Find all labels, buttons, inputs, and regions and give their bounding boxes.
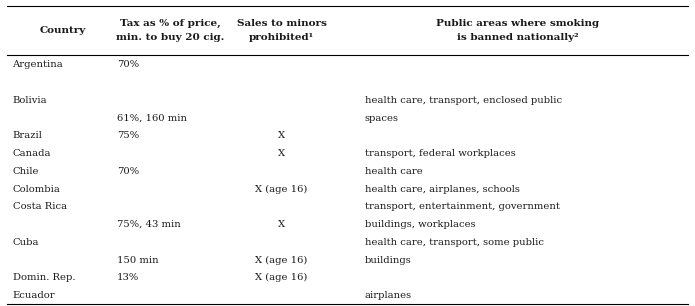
Text: 70%: 70% bbox=[117, 60, 139, 69]
Text: buildings, workplaces: buildings, workplaces bbox=[365, 220, 475, 229]
Text: Ecuador: Ecuador bbox=[13, 291, 55, 300]
Text: health care, transport, enclosed public: health care, transport, enclosed public bbox=[365, 96, 562, 105]
Text: Costa Rica: Costa Rica bbox=[13, 202, 67, 211]
Text: transport, federal workplaces: transport, federal workplaces bbox=[365, 149, 516, 158]
Text: Country: Country bbox=[40, 26, 85, 35]
Text: Tax as % of price,: Tax as % of price, bbox=[120, 19, 220, 28]
Text: prohibited¹: prohibited¹ bbox=[249, 33, 314, 42]
Text: Chile: Chile bbox=[13, 167, 39, 176]
Text: 75%, 43 min: 75%, 43 min bbox=[117, 220, 181, 229]
Text: transport, entertainment, government: transport, entertainment, government bbox=[365, 202, 559, 211]
Text: X: X bbox=[278, 131, 285, 140]
Text: Canada: Canada bbox=[13, 149, 51, 158]
Text: X: X bbox=[278, 149, 285, 158]
Text: 75%: 75% bbox=[117, 131, 139, 140]
Text: X (age 16): X (age 16) bbox=[255, 185, 308, 194]
Text: Domin. Rep.: Domin. Rep. bbox=[13, 273, 75, 282]
Text: health care, airplanes, schools: health care, airplanes, schools bbox=[365, 185, 520, 194]
Text: Cuba: Cuba bbox=[13, 238, 39, 247]
Text: Brazil: Brazil bbox=[13, 131, 42, 140]
Text: airplanes: airplanes bbox=[365, 291, 412, 300]
Text: health care, transport, some public: health care, transport, some public bbox=[365, 238, 544, 247]
Text: 70%: 70% bbox=[117, 167, 139, 176]
Text: X: X bbox=[278, 220, 285, 229]
Text: min. to buy 20 cig.: min. to buy 20 cig. bbox=[116, 33, 224, 42]
Text: Colombia: Colombia bbox=[13, 185, 60, 194]
Text: X (age 16): X (age 16) bbox=[255, 256, 308, 265]
Text: X (age 16): X (age 16) bbox=[255, 273, 308, 282]
Text: Sales to minors: Sales to minors bbox=[236, 19, 327, 28]
Text: Bolivia: Bolivia bbox=[13, 96, 47, 105]
Text: spaces: spaces bbox=[365, 114, 399, 123]
Text: Public areas where smoking: Public areas where smoking bbox=[436, 19, 599, 28]
Text: is banned nationally²: is banned nationally² bbox=[457, 33, 578, 42]
Text: 61%, 160 min: 61%, 160 min bbox=[117, 114, 187, 123]
Text: Argentina: Argentina bbox=[13, 60, 63, 69]
Text: 150 min: 150 min bbox=[117, 256, 158, 265]
Text: 13%: 13% bbox=[117, 273, 139, 282]
Text: health care: health care bbox=[365, 167, 423, 176]
Text: buildings: buildings bbox=[365, 256, 411, 265]
